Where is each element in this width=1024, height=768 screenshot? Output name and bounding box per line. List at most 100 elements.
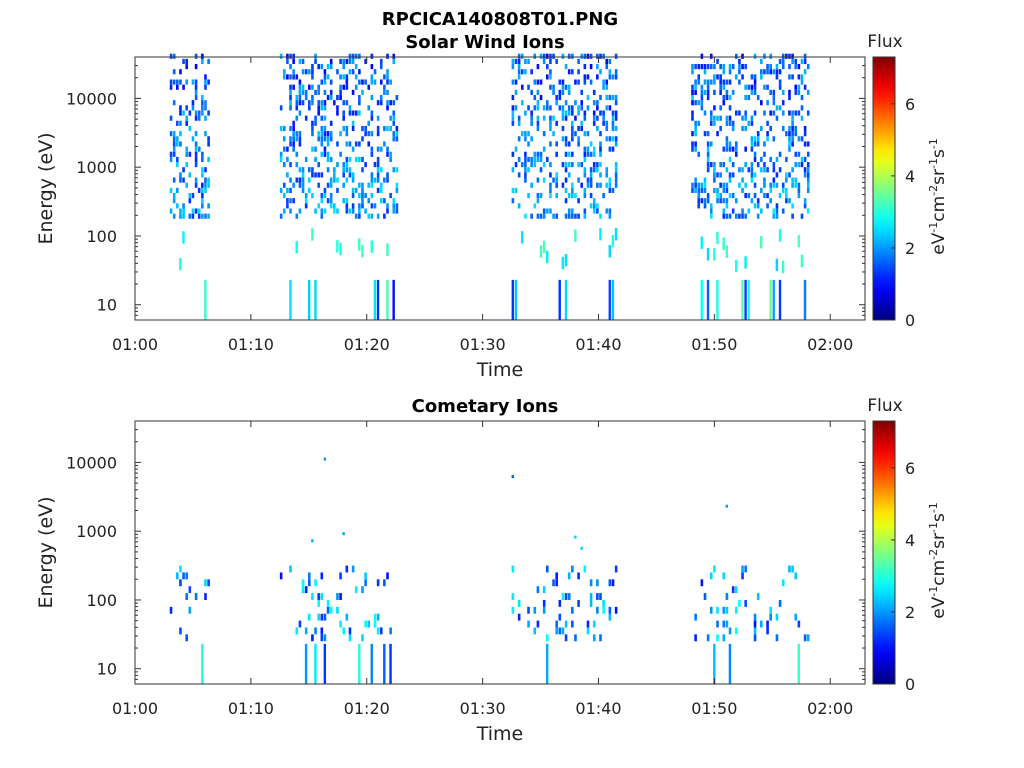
flux-cell (558, 613, 562, 621)
flux-cell (329, 89, 333, 95)
flux-cell (567, 69, 571, 75)
flux-cell (564, 167, 568, 173)
flux-cell (169, 131, 173, 137)
flux-cell (520, 162, 524, 168)
flux-cell (731, 162, 735, 168)
flux-cell (376, 167, 380, 173)
flux-cell (304, 89, 308, 95)
flux-cell (716, 620, 719, 628)
flux-cell (320, 79, 324, 85)
flux-cell (596, 606, 599, 614)
flux-cell (279, 156, 283, 163)
flux-cell (750, 89, 754, 95)
flux-cell (608, 208, 612, 214)
flux-cell (389, 643, 392, 684)
flux-cell (709, 213, 713, 219)
flux-cell (351, 58, 355, 65)
flux-cell (713, 89, 716, 95)
flux-cell (734, 110, 738, 116)
flux-cell (753, 182, 757, 188)
flux-cell (298, 89, 302, 95)
flux-cell (333, 203, 336, 209)
flux-cell (753, 136, 757, 142)
flux-cell (611, 136, 615, 142)
flux-cell (577, 141, 580, 147)
flux-cell (750, 177, 754, 183)
flux-cell (592, 208, 596, 214)
flux-cell (580, 182, 584, 188)
flux-cell (542, 606, 546, 614)
flux-cell (172, 131, 176, 137)
flux-cell (561, 53, 565, 59)
flux-cell (345, 565, 349, 573)
flux-cell (791, 53, 794, 59)
flux-cell (392, 131, 396, 137)
flux-cell (289, 187, 292, 193)
flux-cell (722, 84, 726, 90)
flux-cell (794, 110, 798, 116)
flux-cell (775, 69, 779, 75)
flux-cell (605, 79, 609, 85)
flux-cell (533, 151, 537, 157)
flux-cell (589, 192, 593, 199)
flux-cell (719, 74, 722, 80)
flux-cell (722, 162, 726, 168)
flux-cell (204, 279, 207, 320)
flux-cell (286, 58, 289, 65)
flux-cell (608, 606, 612, 614)
flux-cell (286, 172, 289, 178)
flux-cell (354, 74, 358, 80)
flux-cell (527, 105, 530, 111)
flux-cell (694, 146, 697, 152)
flux-cell (797, 110, 801, 116)
flux-cell (552, 53, 555, 59)
flux-cell (614, 172, 618, 178)
flux-cell (750, 84, 754, 90)
flux-cell (389, 627, 392, 635)
flux-cell (511, 115, 515, 121)
flux-cell (596, 105, 599, 111)
flux-cell (791, 125, 794, 132)
flux-cell (282, 162, 286, 168)
flux-cell (179, 110, 182, 116)
flux-cell (185, 79, 189, 85)
flux-cell (589, 177, 593, 183)
flux-cell (320, 213, 324, 219)
flux-cell (800, 162, 804, 168)
flux-cell (191, 208, 195, 214)
x-tick-label: 01:40 (575, 699, 621, 718)
flux-cell (725, 94, 729, 101)
flux-cell (194, 177, 198, 183)
flux-cell (376, 162, 380, 168)
flux-cell (329, 58, 333, 65)
flux-cell (803, 156, 807, 163)
flux-cell (728, 156, 732, 163)
flux-cell (520, 100, 524, 106)
flux-cell (179, 172, 182, 178)
flux-cell (722, 198, 726, 204)
flux-cell (524, 151, 527, 157)
flux-cell (524, 58, 527, 65)
flux-cell (182, 177, 185, 183)
flux-cell (561, 182, 565, 188)
flux-cell (517, 53, 521, 59)
colorbar-unit-label: eV-1cm-2sr-1s-1 (927, 138, 949, 255)
flux-cell (358, 182, 361, 188)
flux-cell (728, 79, 732, 85)
flux-cell (602, 192, 605, 199)
flux-cell (577, 599, 580, 607)
flux-cell (320, 634, 324, 642)
flux-cell (750, 198, 754, 204)
flux-cell (289, 94, 292, 101)
flux-cell (772, 100, 776, 106)
flux-cell (561, 89, 565, 95)
flux-cell (803, 53, 807, 59)
flux-cell (376, 100, 380, 106)
flux-cell (298, 620, 302, 628)
flux-cell (367, 105, 371, 111)
flux-cell (596, 100, 599, 106)
flux-cell (564, 593, 568, 600)
flux-cell (775, 208, 779, 214)
flux-cell (383, 89, 386, 95)
flux-cell (722, 634, 726, 642)
